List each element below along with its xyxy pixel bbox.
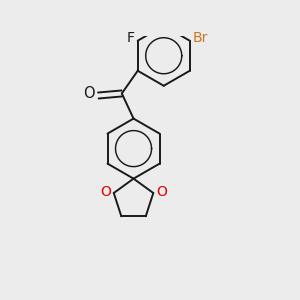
Text: F: F [127,32,135,45]
Text: O: O [156,185,167,200]
Text: O: O [83,86,95,101]
Text: Br: Br [193,32,208,45]
Text: O: O [100,185,111,200]
